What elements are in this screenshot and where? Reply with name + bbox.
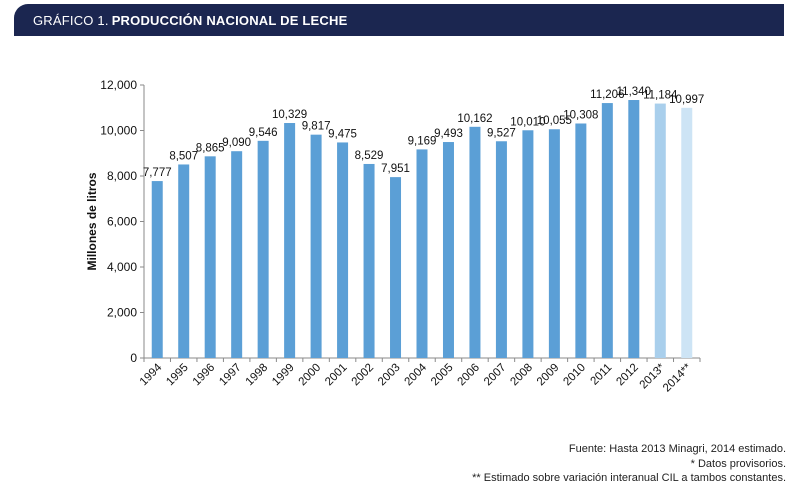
- data-label: 10,162: [457, 113, 492, 125]
- data-label: 10,010: [510, 116, 545, 128]
- source-note: Fuente: Hasta 2013 Minagri, 2014 estimad…: [568, 443, 786, 455]
- x-tick-label: 1996: [191, 362, 218, 389]
- bar-2007: [495, 141, 507, 358]
- data-label: 11,206: [590, 89, 624, 101]
- data-label: 11,340: [617, 86, 651, 98]
- bar-1995: [178, 164, 190, 358]
- x-tick-label: 2006: [455, 362, 482, 389]
- bar-2009: [548, 129, 560, 358]
- x-tick-label: 2002: [350, 362, 377, 389]
- bar-2011: [601, 103, 613, 358]
- y-tick-label: 2,000: [107, 306, 137, 320]
- footnotes: Fuente: Hasta 2013 Minagri, 2014 estimad…: [472, 442, 786, 486]
- x-tick-label: 1997: [217, 362, 244, 389]
- bar-2012: [628, 100, 640, 358]
- x-tick-label: 2014**: [661, 361, 694, 394]
- bar-2001: [337, 142, 349, 358]
- y-tick-label: 8,000: [107, 169, 137, 183]
- data-label: 8,865: [196, 142, 225, 154]
- estimated-note: ** Estimado sobre variación interanual C…: [472, 472, 786, 485]
- data-label: 8,529: [355, 150, 384, 162]
- x-tick-label: 2012: [614, 362, 641, 389]
- data-label: 9,090: [222, 137, 251, 149]
- bar-2005: [442, 142, 454, 358]
- data-label: 9,817: [302, 121, 331, 133]
- data-label: 9,493: [434, 128, 463, 140]
- data-label: 9,169: [408, 135, 437, 147]
- y-tick-label: 10,000: [100, 124, 137, 138]
- bar-1997: [231, 151, 243, 358]
- x-tick-label: 2003: [376, 362, 403, 389]
- y-tick-label: 0: [130, 351, 137, 365]
- x-tick-label: 1995: [164, 362, 191, 389]
- x-tick-label: 1999: [270, 362, 297, 389]
- x-tick-label: 1998: [244, 362, 271, 389]
- x-tick-label: 2001: [323, 362, 350, 389]
- x-tick-label: 2008: [508, 362, 535, 389]
- bar-2014: [681, 107, 693, 358]
- bar-2004: [416, 149, 428, 358]
- data-label: 11,184: [643, 90, 678, 102]
- data-label: 10,329: [272, 109, 307, 121]
- y-tick-label: 4,000: [107, 260, 137, 274]
- chart-title: PRODUCCIÓN NACIONAL DE LECHE: [111, 12, 348, 28]
- bar-2000: [310, 134, 322, 358]
- data-label: 10,055: [537, 115, 572, 127]
- bar-2008: [522, 130, 534, 358]
- figure-number: GRÁFICO 1.: [33, 12, 109, 28]
- data-label: 7,777: [143, 167, 172, 179]
- chart-header: GRÁFICO 1. PRODUCCIÓN NACIONAL DE LECHE: [14, 4, 784, 36]
- data-label: 9,475: [328, 128, 357, 140]
- bar-2002: [363, 163, 375, 358]
- data-label: 10,997: [669, 94, 704, 106]
- y-tick-label: 6,000: [107, 215, 137, 229]
- data-label: 7,951: [381, 163, 410, 175]
- bar-2003: [390, 177, 402, 358]
- bar-chart: 0 2,000 4,000 6,000 8,000 10,000 12,000 Millone…: [85, 78, 704, 395]
- data-label: 9,546: [249, 127, 278, 139]
- data-label: 10,308: [563, 109, 598, 121]
- x-tick-label: 2011: [588, 362, 614, 388]
- bar-2006: [469, 126, 481, 358]
- x-tick-label: 2010: [561, 362, 588, 389]
- x-tick-label: 2004: [403, 361, 430, 388]
- x-tick-label: 2007: [482, 362, 509, 389]
- y-axis-title: Millones de litros: [85, 172, 99, 270]
- bar-2010: [575, 123, 587, 358]
- provisional-note: * Datos provisorios.: [690, 457, 786, 470]
- x-tick-label: 2000: [297, 362, 324, 389]
- bar-2013: [654, 103, 666, 359]
- x-tick-label: 2009: [535, 362, 562, 389]
- data-label: 9,527: [487, 127, 516, 139]
- data-label: 8,507: [169, 150, 198, 162]
- bar-1994: [151, 181, 163, 358]
- bar-1999: [284, 123, 296, 358]
- bar-1998: [257, 140, 269, 358]
- x-tick-label: 2005: [429, 362, 456, 389]
- x-tick-label: 1994: [138, 361, 165, 388]
- bar-1996: [204, 156, 216, 358]
- y-tick-label: 12,000: [100, 78, 137, 92]
